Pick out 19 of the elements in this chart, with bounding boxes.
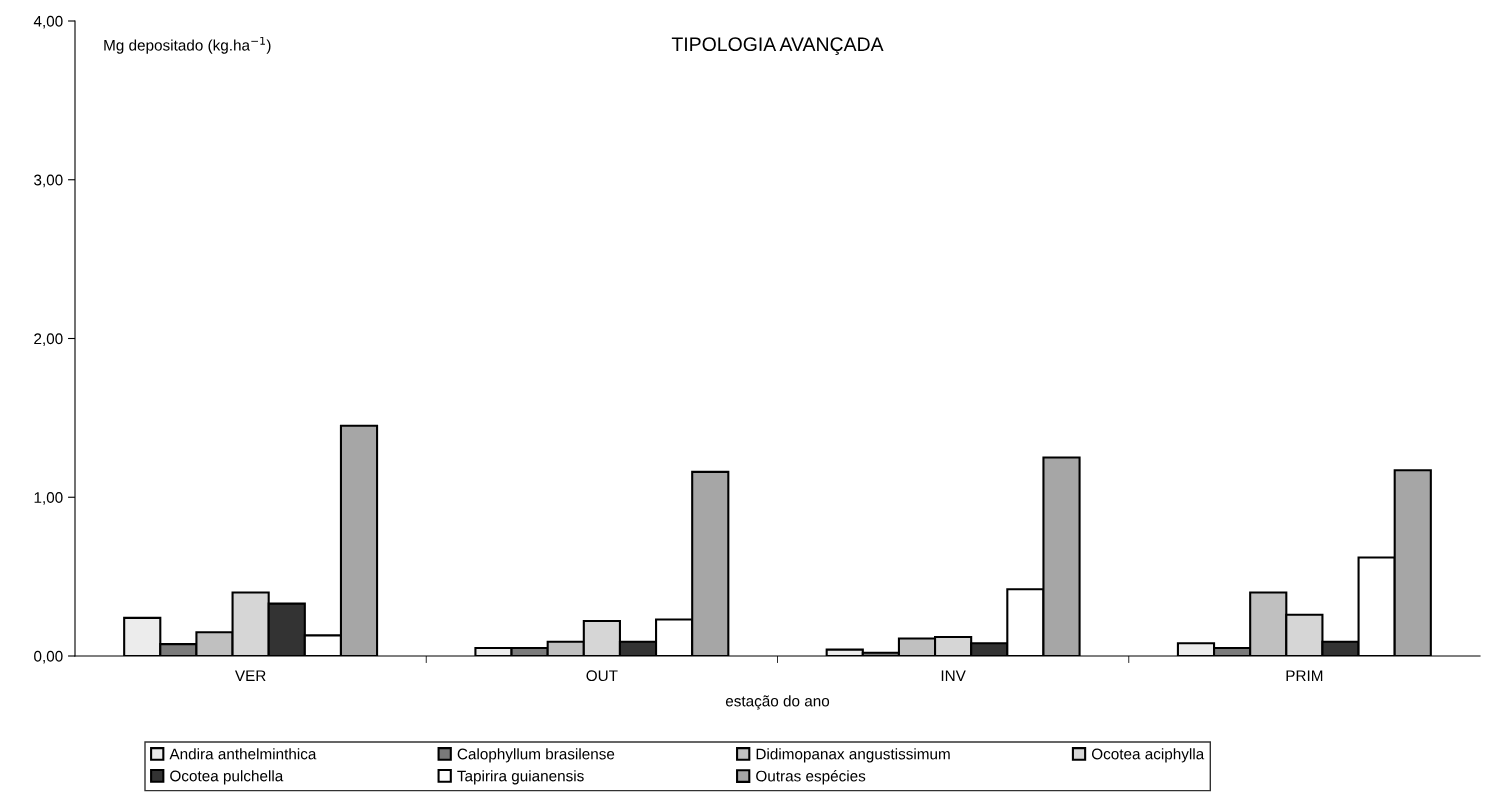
legend-label: Didimopanax angustissimum <box>756 748 950 763</box>
y-tick-label: 1,00 <box>34 492 63 505</box>
legend-label: Andira anthelminthica <box>169 748 317 760</box>
legend-label: Tapirira guianensis <box>457 770 584 785</box>
y-tick-label: 2,00 <box>34 333 63 346</box>
x-tick-label: INV <box>941 670 966 681</box>
text: TIPOLOGIA AVANÇADA <box>671 37 884 55</box>
legend-label: Ocotea aciphylla <box>1091 748 1205 763</box>
x-tick-label: VER <box>234 670 266 681</box>
y-tick-label: 4,00 <box>33 15 63 29</box>
legend-label: Ocotea pulchella <box>170 770 284 785</box>
y-tick-label: 3,00 <box>34 174 63 188</box>
x-tick-label: OUT <box>586 670 618 682</box>
x-axis-title: estação do ano <box>725 695 830 710</box>
x-tick-label: PRIM <box>1286 670 1323 681</box>
y-axis-title: Mg depositado (kg.ha$^{−1}$) <box>104 36 271 54</box>
legend-label: Calophyllum brasilense <box>457 748 615 763</box>
legend-label: Outras espécies <box>756 770 866 785</box>
y-tick-label: 0,00 <box>34 650 63 664</box>
